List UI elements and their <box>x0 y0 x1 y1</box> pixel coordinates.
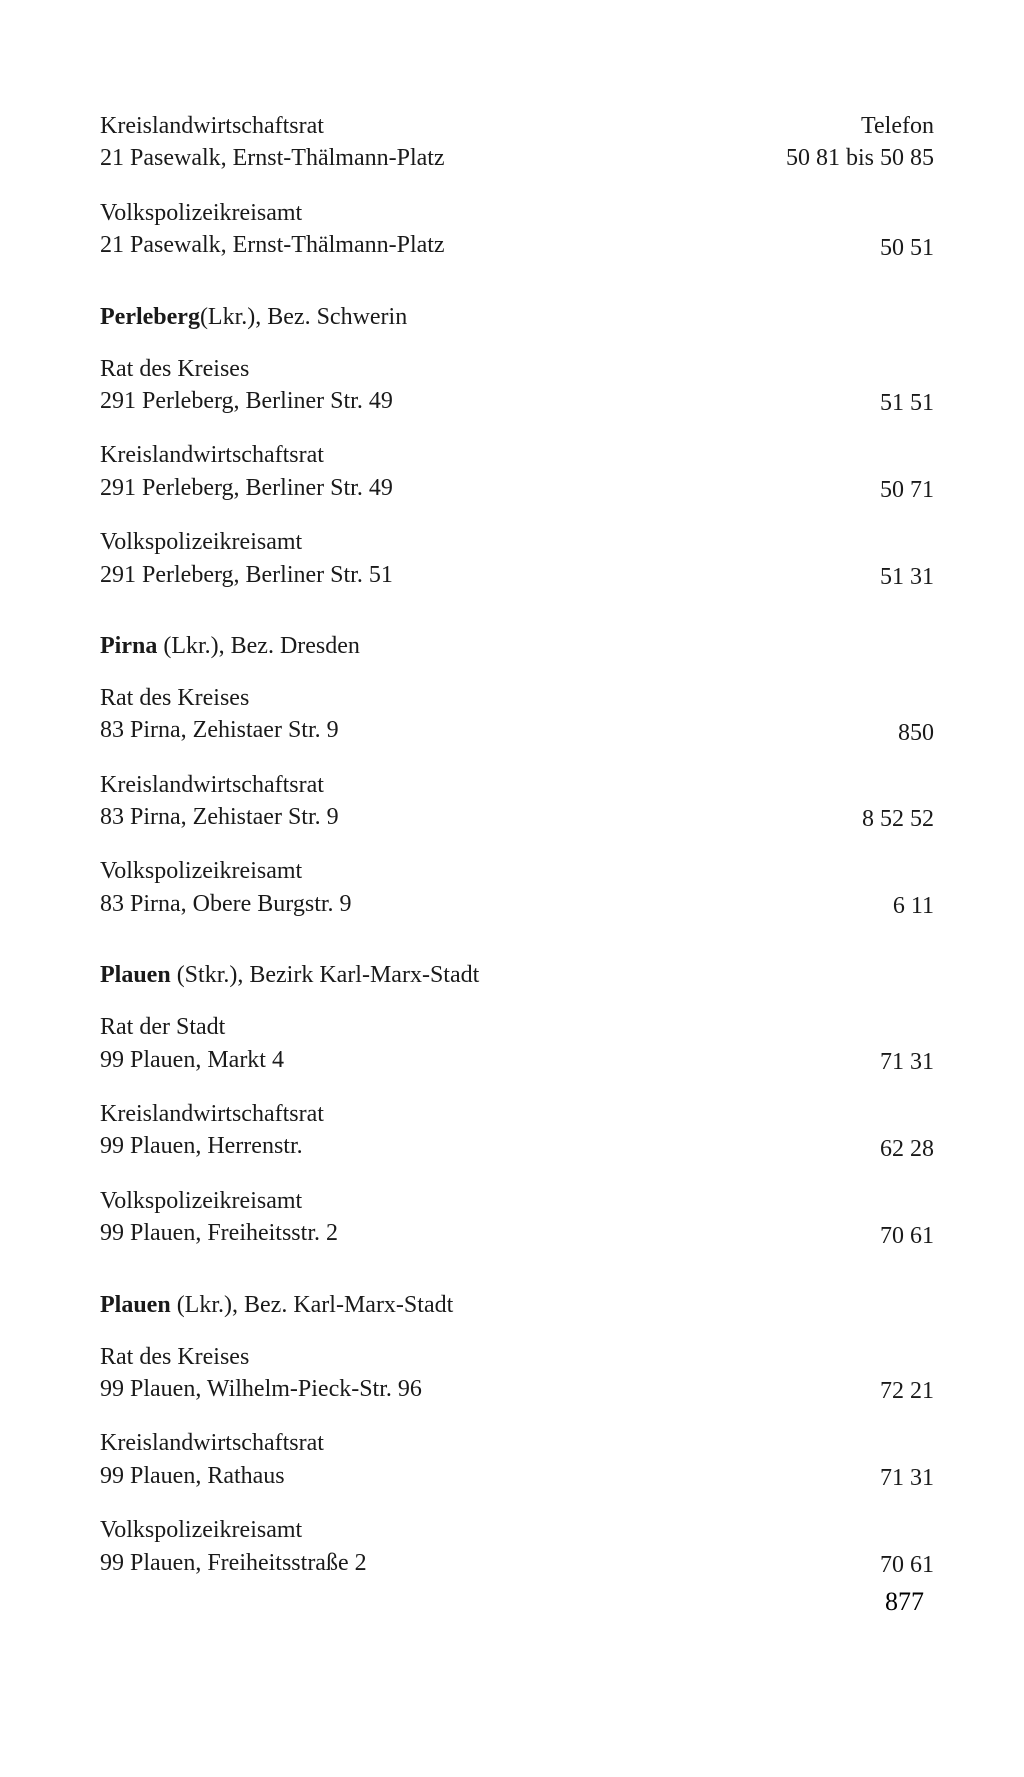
directory-entry: Rat der Stadt 99 Plauen, Markt 4 71 31 <box>100 1011 934 1076</box>
directory-entry: Kreislandwirtschaftsrat 291 Perleberg, B… <box>100 439 934 504</box>
section-title-1: Pirna (Lkr.), Bez. Dresden <box>100 633 934 660</box>
entry-line1: Rat der Stadt <box>100 1011 284 1043</box>
entry-line2: 83 Pirna, Obere Burgstr. 9 <box>100 888 352 920</box>
directory-entry: Rat des Kreises 83 Pirna, Zehistaer Str.… <box>100 682 934 747</box>
entry-line1: Kreislandwirtschaftsrat <box>100 1098 324 1130</box>
directory-entry: Rat des Kreises 99 Plauen, Wilhelm-Pieck… <box>100 1341 934 1406</box>
directory-entry: Kreislandwirtschaftsrat 99 Plauen, Herre… <box>100 1098 934 1163</box>
section-title-3: Plauen (Lkr.), Bez. Karl-Marx-Stadt <box>100 1292 934 1319</box>
directory-entry: Rat des Kreises 291 Perleberg, Berliner … <box>100 353 934 418</box>
entry-line2: 21 Pasewalk, Ernst-Thälmann-Platz <box>100 229 445 261</box>
entry-phone: 70 61 <box>784 1223 934 1250</box>
entry-text: Kreislandwirtschaftsrat 291 Perleberg, B… <box>100 439 393 504</box>
entry-phone: 6 11 <box>784 893 934 920</box>
entry-line1: Volkspolizeikreisamt <box>100 197 445 229</box>
entry-line2: 99 Plauen, Rathaus <box>100 1460 324 1492</box>
entry-phone: 51 31 <box>784 564 934 591</box>
entry-line1: Volkspolizeikreisamt <box>100 1514 367 1546</box>
entry-text: Rat des Kreises 291 Perleberg, Berliner … <box>100 353 393 418</box>
section-bold: Perleberg <box>100 304 200 330</box>
entry-line1: Volkspolizeikreisamt <box>100 1185 338 1217</box>
entry-line1: Volkspolizeikreisamt <box>100 526 393 558</box>
entry-text: Kreislandwirtschaftsrat 99 Plauen, Herre… <box>100 1098 324 1163</box>
entry-phone: 71 31 <box>784 1049 934 1076</box>
entry-line1: Kreislandwirtschaftsrat <box>100 769 339 801</box>
directory-entry: Kreislandwirtschaftsrat 83 Pirna, Zehist… <box>100 769 934 834</box>
entry-text: Volkspolizeikreisamt 99 Plauen, Freiheit… <box>100 1185 338 1250</box>
section-bold: Pirna <box>100 633 157 659</box>
entry-line2: 21 Pasewalk, Ernst-Thälmann-Platz <box>100 142 734 174</box>
entry-line2: 99 Plauen, Freiheitsstr. 2 <box>100 1217 338 1249</box>
section-bold: Plauen <box>100 962 171 988</box>
entry-phone: 62 28 <box>784 1136 934 1163</box>
entry-text: Rat des Kreises 99 Plauen, Wilhelm-Pieck… <box>100 1341 422 1406</box>
entry-phone: 50 71 <box>784 477 934 504</box>
directory-entry: Volkspolizeikreisamt 291 Perleberg, Berl… <box>100 526 934 591</box>
section-title-0: Perleberg(Lkr.), Bez. Schwerin <box>100 304 934 331</box>
entry-line2: 291 Perleberg, Berliner Str. 49 <box>100 385 393 417</box>
section-rest: (Stkr.), Bezirk Karl-Marx-Stadt <box>171 962 480 988</box>
entry-line2: 99 Plauen, Markt 4 <box>100 1044 284 1076</box>
entry-phone: 70 61 <box>784 1552 934 1579</box>
entry-line1: Kreislandwirtschaftsrat <box>100 110 734 142</box>
entry-line2: 99 Plauen, Wilhelm-Pieck-Str. 96 <box>100 1373 422 1405</box>
entry-line1: Rat des Kreises <box>100 1341 422 1373</box>
entry-line1: Volkspolizeikreisamt <box>100 855 352 887</box>
entry-text: Volkspolizeikreisamt 83 Pirna, Obere Bur… <box>100 855 352 920</box>
entry-text: Kreislandwirtschaftsrat 99 Plauen, Ratha… <box>100 1427 324 1492</box>
directory-entry: Volkspolizeikreisamt 83 Pirna, Obere Bur… <box>100 855 934 920</box>
section-rest: (Lkr.), Bez. Karl-Marx-Stadt <box>171 1292 454 1318</box>
top-entry-1: Volkspolizeikreisamt 21 Pasewalk, Ernst-… <box>100 197 934 262</box>
entry-line2: 99 Plauen, Herrenstr. <box>100 1130 324 1162</box>
top-entry-0: Kreislandwirtschaftsrat 21 Pasewalk, Ern… <box>100 110 734 175</box>
entry-line2: 291 Perleberg, Berliner Str. 51 <box>100 559 393 591</box>
entry-line2: 99 Plauen, Freiheitsstraße 2 <box>100 1547 367 1579</box>
page-content: Kreislandwirtschaftsrat 21 Pasewalk, Ern… <box>0 0 1024 1661</box>
entry-phone: 71 31 <box>784 1465 934 1492</box>
entry-text: Volkspolizeikreisamt 291 Perleberg, Berl… <box>100 526 393 591</box>
entry-phone: 72 21 <box>784 1378 934 1405</box>
entry-text: Volkspolizeikreisamt 21 Pasewalk, Ernst-… <box>100 197 445 262</box>
entry-line1: Rat des Kreises <box>100 682 339 714</box>
entry-line2: 83 Pirna, Zehistaer Str. 9 <box>100 714 339 746</box>
entry-text: Volkspolizeikreisamt 99 Plauen, Freiheit… <box>100 1514 367 1579</box>
page-number: 877 <box>885 1587 924 1617</box>
section-rest: (Lkr.), Bez. Schwerin <box>200 304 407 330</box>
section-title-2: Plauen (Stkr.), Bezirk Karl-Marx-Stadt <box>100 962 934 989</box>
entry-line2: 83 Pirna, Zehistaer Str. 9 <box>100 801 339 833</box>
telefon-header: Telefon 50 81 bis 50 85 <box>734 110 934 175</box>
entry-phone: 8 52 52 <box>784 806 934 833</box>
entry-phone: 50 51 <box>784 235 934 262</box>
directory-entry: Volkspolizeikreisamt 99 Plauen, Freiheit… <box>100 1185 934 1250</box>
entry-text: Rat der Stadt 99 Plauen, Markt 4 <box>100 1011 284 1076</box>
entry-line1: Rat des Kreises <box>100 353 393 385</box>
entry-line2: 291 Perleberg, Berliner Str. 49 <box>100 472 393 504</box>
entry-line1: Kreislandwirtschaftsrat <box>100 439 393 471</box>
directory-entry: Volkspolizeikreisamt 99 Plauen, Freiheit… <box>100 1514 934 1579</box>
section-rest: (Lkr.), Bez. Dresden <box>157 633 360 659</box>
header-row: Kreislandwirtschaftsrat 21 Pasewalk, Ern… <box>100 110 934 175</box>
entry-phone: 850 <box>784 720 934 747</box>
entry-line1: Kreislandwirtschaftsrat <box>100 1427 324 1459</box>
entry-text: Kreislandwirtschaftsrat 83 Pirna, Zehist… <box>100 769 339 834</box>
entry-text: Rat des Kreises 83 Pirna, Zehistaer Str.… <box>100 682 339 747</box>
directory-entry: Kreislandwirtschaftsrat 99 Plauen, Ratha… <box>100 1427 934 1492</box>
telefon-range: 50 81 bis 50 85 <box>734 142 934 174</box>
entry-phone: 51 51 <box>784 390 934 417</box>
section-bold: Plauen <box>100 1292 171 1318</box>
telefon-label: Telefon <box>734 110 934 142</box>
